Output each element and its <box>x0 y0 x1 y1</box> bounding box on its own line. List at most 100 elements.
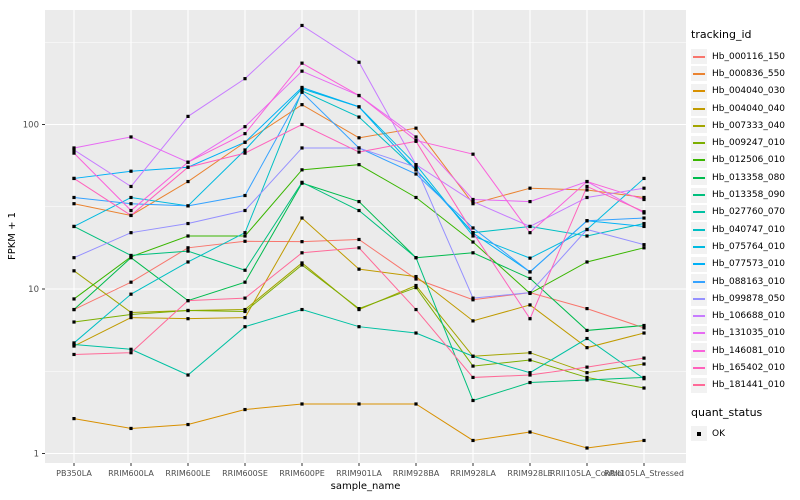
data-point <box>642 186 646 190</box>
data-point <box>129 195 133 200</box>
data-point <box>243 151 247 155</box>
data-point <box>585 179 589 184</box>
data-point <box>243 234 247 238</box>
data-point <box>72 297 76 301</box>
data-point <box>300 180 304 184</box>
series-line-icon <box>693 55 705 58</box>
data-point <box>585 188 589 192</box>
legend-item-Hb_099878_050: Hb_099878_050 <box>691 290 799 307</box>
data-point <box>186 234 190 238</box>
legend-item-Hb_004040_030: Hb_004040_030 <box>691 83 799 100</box>
y-axis-title: FPKM + 1 <box>7 212 18 260</box>
series-line-icon <box>693 297 705 300</box>
data-point <box>414 126 418 130</box>
x-tick-label: RRIM600PE <box>279 469 325 478</box>
data-point <box>585 184 589 189</box>
legend-key-swatch <box>691 343 707 359</box>
legend-label: Hb_146081_010 <box>712 345 786 356</box>
data-point <box>642 221 646 226</box>
legend-key-swatch <box>691 325 707 341</box>
data-point <box>243 208 247 213</box>
data-point <box>186 317 190 321</box>
legend-label: Hb_106688_010 <box>712 311 786 322</box>
data-point <box>414 277 418 281</box>
data-point <box>300 61 304 65</box>
data-point <box>528 371 532 375</box>
series-line-icon <box>693 211 705 214</box>
legend-label: Hb_007333_040 <box>712 120 786 131</box>
data-point <box>243 231 247 235</box>
data-point <box>72 341 76 345</box>
data-point <box>129 208 133 213</box>
data-point <box>300 216 304 220</box>
data-point <box>471 298 475 302</box>
data-point <box>642 210 646 214</box>
legend-item-Hb_106688_010: Hb_106688_010 <box>691 307 799 324</box>
data-point <box>129 280 133 284</box>
data-point <box>243 309 247 314</box>
data-point <box>357 246 361 250</box>
x-tick-label: RRIM600LE <box>165 469 210 478</box>
data-point <box>528 256 532 260</box>
data-point <box>243 268 247 272</box>
legend-item-Hb_013358_080: Hb_013358_080 <box>691 169 799 186</box>
legend-label: Hb_040747_010 <box>712 224 786 235</box>
data-point <box>243 407 247 412</box>
data-point <box>642 195 646 200</box>
data-point <box>72 195 76 200</box>
series-line-icon <box>693 280 705 283</box>
data-point <box>186 204 190 208</box>
data-point <box>186 179 190 184</box>
data-point <box>642 246 646 250</box>
legend-item-Hb_165402_010: Hb_165402_010 <box>691 359 799 376</box>
legend-key-swatch <box>691 360 707 376</box>
legend-key-swatch <box>691 49 707 65</box>
series-line-icon <box>693 349 705 352</box>
data-point <box>471 354 475 358</box>
x-tick-label: RRIM928LE <box>507 469 552 478</box>
data-point <box>585 234 589 238</box>
legend-item-Hb_146081_010: Hb_146081_010 <box>691 342 799 359</box>
data-point <box>129 256 133 260</box>
data-point <box>129 316 133 320</box>
y-tick-label: 100 <box>23 121 39 131</box>
data-point <box>642 243 646 247</box>
data-point <box>243 148 247 152</box>
data-point <box>642 216 646 220</box>
data-point <box>357 208 361 213</box>
series-line-icon <box>693 142 705 145</box>
x-tick-label: RRII105LA_Stressed <box>604 469 684 478</box>
legend-key-swatch <box>691 239 707 255</box>
legend-label: Hb_077573_010 <box>712 259 786 270</box>
data-point <box>300 69 304 73</box>
data-point <box>243 325 247 329</box>
legend-label: Hb_013358_080 <box>712 172 786 183</box>
legend-key-swatch <box>691 426 707 442</box>
series-line-icon <box>693 194 705 197</box>
data-point <box>72 146 76 150</box>
data-point <box>243 140 247 144</box>
series-line-icon <box>693 263 705 266</box>
data-point <box>357 115 361 119</box>
data-point <box>357 163 361 167</box>
data-point <box>471 197 475 202</box>
data-point <box>129 184 133 189</box>
legend-label: Hb_013358_090 <box>712 190 786 201</box>
data-point <box>414 195 418 200</box>
x-tick-label: RRIM928BA <box>393 469 440 478</box>
data-point <box>471 202 475 206</box>
legend-key-swatch <box>691 291 707 307</box>
data-point <box>357 146 361 150</box>
panel-background <box>45 10 686 463</box>
legend-key-swatch <box>691 377 707 393</box>
data-point <box>414 139 418 143</box>
data-point <box>186 422 190 427</box>
data-point <box>72 148 76 152</box>
series-line-icon <box>693 176 705 179</box>
data-point <box>243 316 247 320</box>
data-point <box>357 93 361 98</box>
data-point <box>471 296 475 300</box>
data-point <box>642 176 646 181</box>
data-point <box>72 416 76 421</box>
data-point <box>300 251 304 255</box>
